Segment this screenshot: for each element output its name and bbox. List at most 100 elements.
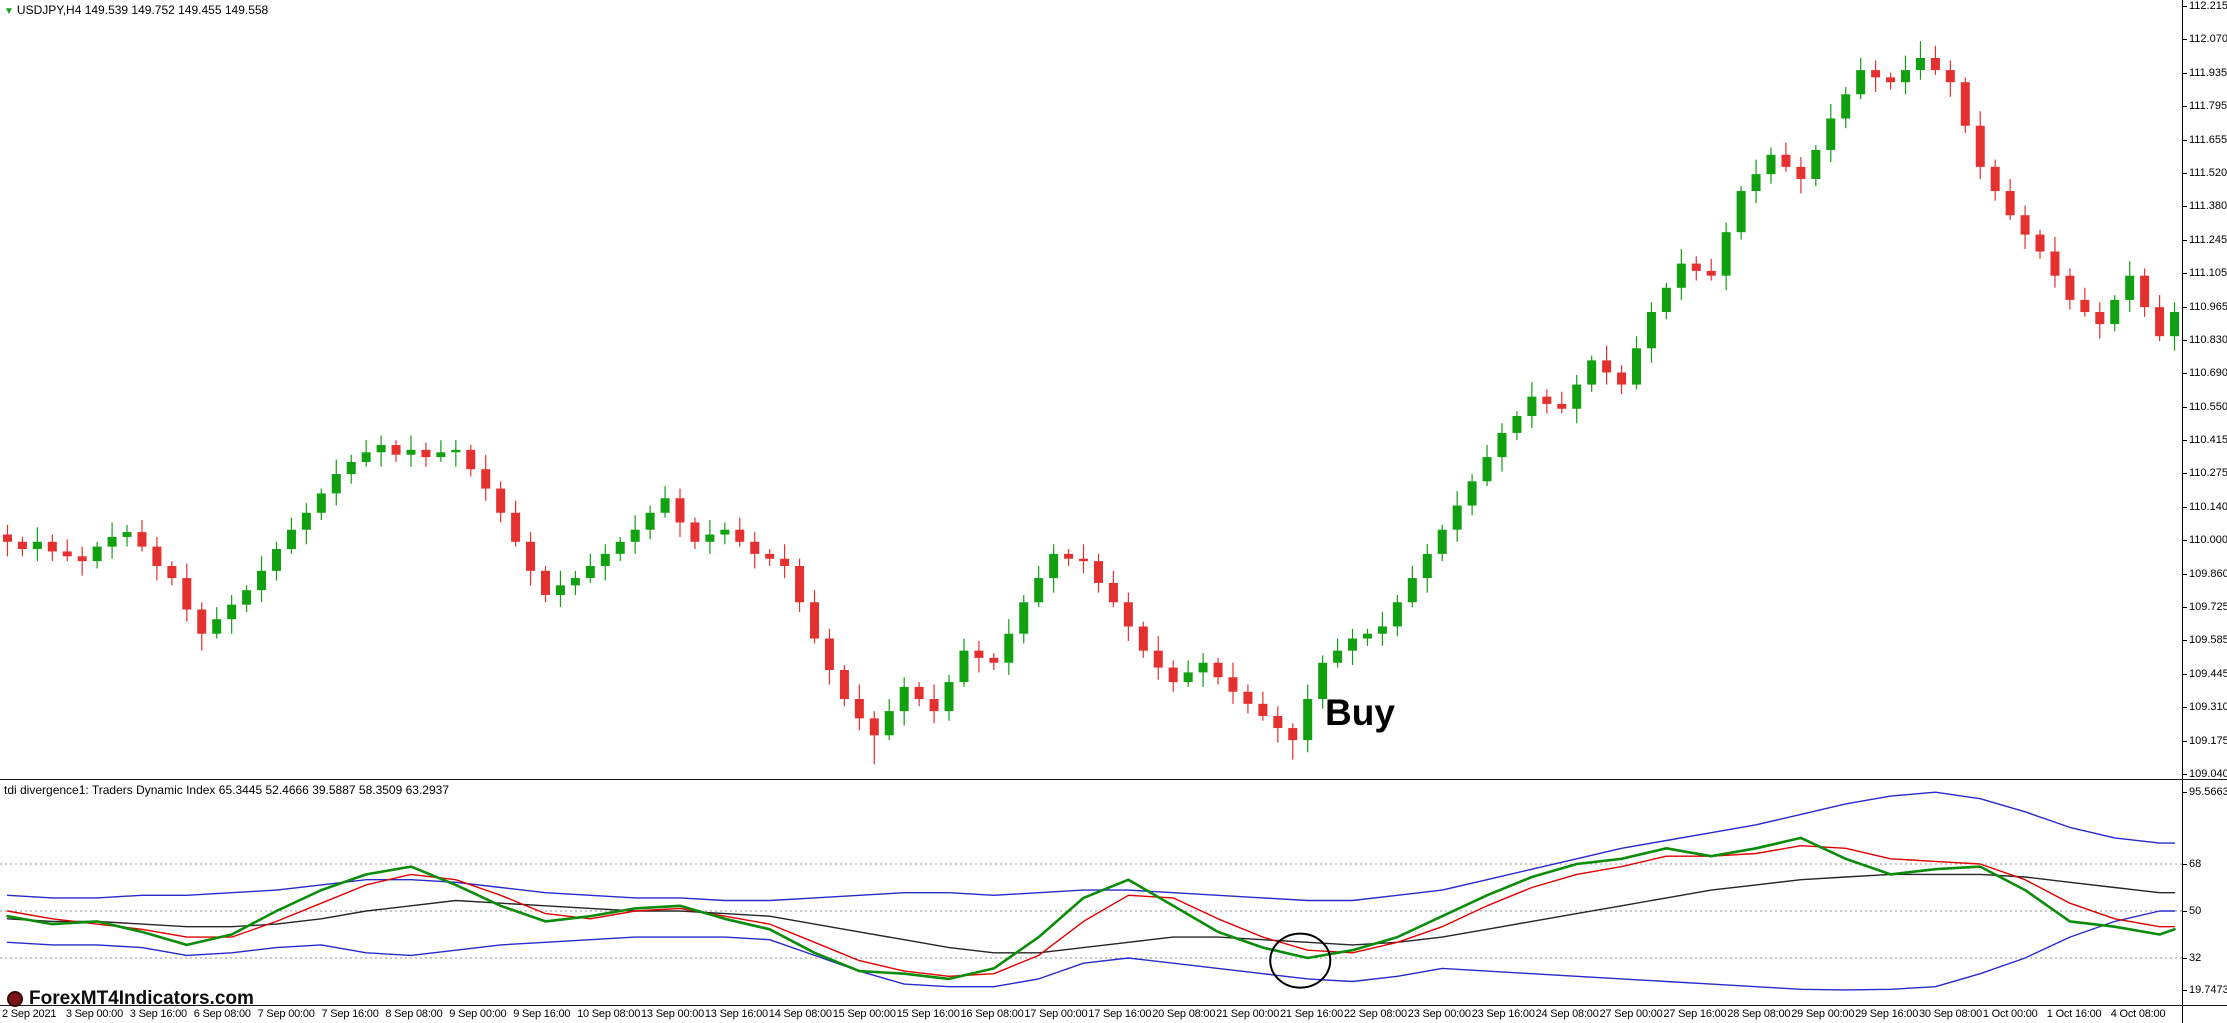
candle-down [989,657,999,663]
candle-up [1303,699,1313,741]
price-axis-label: 112.215 [2182,0,2227,12]
candle-down [1691,263,1701,271]
candle-up [242,590,252,605]
candle-down [1288,728,1298,741]
candle-down [1168,667,1178,683]
time-axis-label: 2 Sep 2021 [2,1008,57,1020]
buy-annotation: Buy [1325,692,1395,733]
time-axis-label: 17 Sep 00:00 [1024,1008,1088,1020]
candle-down [1602,360,1612,373]
candle-up [1467,481,1477,506]
time-axis-label: 6 Sep 08:00 [193,1008,251,1020]
candle-down [869,718,879,736]
time-axis-label: 7 Sep 16:00 [321,1008,379,1020]
candle-down [1258,703,1268,716]
price-axis-label: 109.175 [2182,734,2227,747]
candle-down [1960,82,1970,126]
watermark-text: ForexMT4Indicators.com [29,988,254,1009]
candle-down [929,699,939,712]
price-axis-label: 109.725 [2182,601,2227,614]
candle-down [1990,166,2000,192]
candle-down [77,556,87,562]
candle-up [600,553,610,566]
price-axis-label: 110.140 [2182,500,2227,513]
price-axis-label: 109.585 [2182,634,2227,647]
price-axis-label: 110.965 [2182,300,2227,313]
price-axis-label: 111.655 [2181,133,2227,146]
candle-up [1646,311,1656,349]
candle-down [750,541,760,554]
candle-down [914,686,924,700]
time-axis-label: 27 Sep 00:00 [1599,1008,1663,1020]
candle-up [451,449,461,453]
candle-up [1422,553,1432,579]
candle-up [1915,58,1925,71]
time-axis-label: 8 Sep 08:00 [385,1008,443,1020]
time-axis-label: 13 Sep 00:00 [641,1008,705,1020]
time-axis-label: 21 Sep 16:00 [1280,1008,1344,1020]
time-axis-label: 14 Sep 08:00 [768,1008,832,1020]
candle-down [1064,553,1074,559]
candle-down [2065,275,2075,300]
time-axis-label: 29 Sep 00:00 [1791,1008,1855,1020]
candle-down [391,445,401,455]
candle-down [1079,558,1089,562]
price-axis-label: 112.070 [2182,33,2227,46]
candle-down [1243,691,1253,704]
candle-up [1661,287,1671,312]
candle-up [615,541,625,554]
time-axis-label: 23 Sep 16:00 [1471,1008,1535,1020]
candle-up [1751,174,1761,192]
indicator-axis-label: 32 [2181,952,2202,964]
price-axis-label: 111.105 [2181,267,2227,280]
indicator-title: tdi divergence1: Traders Dynamic Index 6… [4,783,449,797]
candle-down [2095,311,2105,325]
candle-up [1841,94,1851,119]
candle-up [1437,529,1447,554]
candle-down [854,699,864,719]
candle-down [526,541,536,571]
time-axis-separator [0,1005,2227,1006]
time-axis-label: 28 Sep 08:00 [1727,1008,1791,1020]
price-axis-label: 110.415 [2182,434,2227,447]
candle-down [1123,602,1133,627]
candle-up [1572,384,1582,409]
candle-up [1004,633,1014,663]
candlestick-chart[interactable] [0,0,2182,779]
tdi-indicator-chart[interactable] [0,780,2182,1005]
candle-down [1542,396,1552,404]
price-axis-label: 109.040 [2182,767,2227,780]
indicator-axis-label: 19.7473 [2182,984,2227,996]
candle-up [1019,602,1029,634]
candle-down [1930,58,1940,71]
candle-up [271,549,281,571]
indicator-axis-label: 95.5663 [2182,786,2227,798]
chart-ohlc-info: ▼ USDJPY,H4 149.539 149.752 149.455 149.5… [4,3,268,17]
price-axis-label: 109.860 [2182,567,2227,580]
symbol-ohlc-text: USDJPY,H4 149.539 149.752 149.455 149.55… [16,3,269,17]
time-axis-label: 9 Sep 16:00 [513,1008,571,1020]
time-axis-label: 4 Oct 08:00 [2110,1008,2166,1020]
price-axis-label: 111.935 [2181,66,2227,79]
candle-up [1407,578,1417,603]
candle-down [690,522,700,542]
price-axis-label: 109.310 [2182,701,2227,714]
price-axis-label: 110.830 [2182,333,2227,346]
candle-up [1049,553,1059,579]
candle-up [32,541,42,550]
time-axis-label: 1 Oct 16:00 [2046,1008,2102,1020]
candle-down [2,534,12,542]
candle-up [212,619,222,634]
candle-up [286,529,296,550]
candle-up [107,536,117,547]
candle-up [1377,626,1387,634]
candle-down [1617,372,1627,385]
candle-up [257,570,267,591]
candle-up [361,452,371,462]
pane-separator[interactable] [0,779,2227,780]
candle-down [167,565,177,579]
candle-down [974,650,984,658]
candle-down [824,638,834,670]
time-axis-label: 30 Sep 08:00 [1919,1008,1983,1020]
candle-up [1452,505,1462,530]
